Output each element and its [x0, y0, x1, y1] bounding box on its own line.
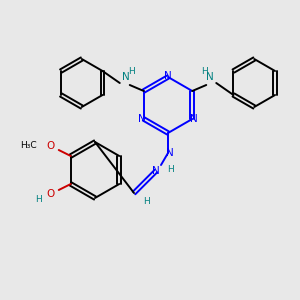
Text: N: N: [122, 72, 130, 82]
Text: N: N: [152, 166, 160, 176]
Text: N: N: [164, 71, 172, 81]
Text: H: H: [167, 164, 173, 173]
Text: H: H: [201, 67, 208, 76]
Text: H₃C: H₃C: [20, 142, 37, 151]
Text: H: H: [142, 196, 149, 206]
Text: O: O: [46, 189, 55, 199]
Text: N: N: [190, 114, 198, 124]
Text: H: H: [35, 196, 42, 205]
Text: H: H: [128, 67, 135, 76]
Text: O: O: [46, 141, 55, 151]
Text: N: N: [206, 72, 214, 82]
Text: N: N: [166, 148, 174, 158]
Text: N: N: [138, 114, 146, 124]
